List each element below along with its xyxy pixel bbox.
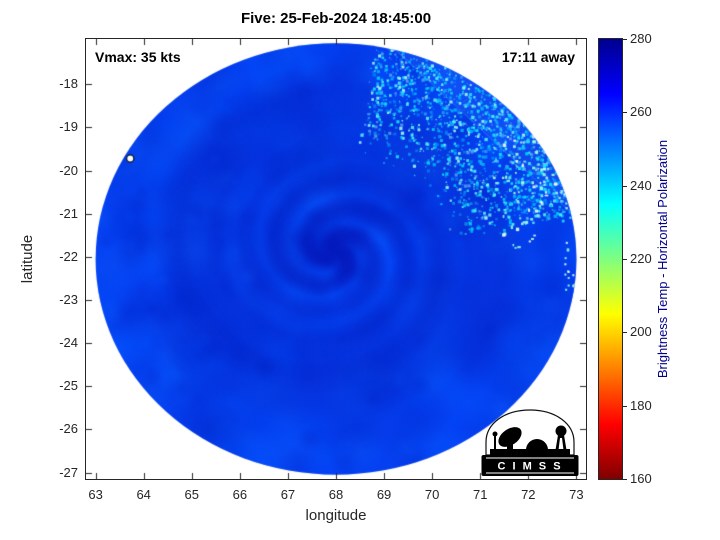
colorbar-tick-label: 180: [630, 397, 652, 413]
colorbar-tick-label: 160: [630, 471, 652, 486]
vmax-annotation: Vmax: 35 kts: [95, 49, 181, 65]
y-tick-label: -24: [59, 335, 78, 351]
colorbar-tick-mark: [623, 479, 627, 480]
y-axis-label: latitude: [19, 234, 36, 284]
logo-divider-top: [486, 457, 574, 459]
x-tick-label: 73: [569, 487, 584, 502]
observatory-silhouette-icon: [490, 425, 570, 455]
colorbar: [598, 38, 623, 480]
logo-divider-bottom: [486, 472, 574, 474]
x-tick-label: 65: [184, 487, 199, 502]
logo-text-bar: [481, 455, 579, 476]
x-tick-label: 63: [88, 487, 103, 502]
logo-text: C I M S S: [497, 461, 562, 473]
y-tick-label: -21: [59, 205, 78, 221]
colorbar-tick-mark: [623, 259, 627, 260]
y-tick-label: -25: [59, 378, 78, 394]
y-tick-label: -18: [59, 76, 78, 92]
y-tick-label: -23: [59, 291, 78, 307]
y-tick-label: -26: [59, 421, 78, 437]
plot-area: Vmax: 35 kts 17:11 away C I M S S: [85, 38, 587, 480]
x-axis-label: longitude: [305, 507, 367, 524]
x-tick-label: 67: [280, 487, 296, 502]
colorbar-tick-mark: [623, 112, 627, 113]
x-tick-label: 64: [136, 487, 151, 502]
colorbar-tick-label: 260: [630, 104, 652, 120]
x-tick-label: 70: [424, 487, 440, 502]
eta-annotation: 17:11 away: [501, 49, 575, 65]
x-tick-label: 66: [232, 487, 248, 502]
colorbar-tick-mark: [623, 332, 627, 333]
colorbar-tick-mark: [623, 186, 627, 187]
chart-title: Five: 25-Feb-2024 18:45:00: [240, 10, 432, 27]
colorbar-tick-label: 200: [630, 324, 652, 340]
colorbar-gradient: [599, 39, 622, 479]
cimss-logo: C I M S S: [481, 409, 579, 476]
colorbar-tick-mark: [623, 39, 627, 40]
x-tick-label: 72: [521, 487, 536, 502]
y-tick-label: -20: [59, 162, 78, 178]
colorbar-tick-label: 220: [630, 251, 652, 266]
x-tick-label: 69: [376, 487, 392, 502]
colorbar-tick-mark: [623, 406, 627, 407]
colorbar-tick-label: 280: [630, 31, 652, 46]
y-tick-label: -22: [59, 248, 78, 264]
y-tick-label: -19: [59, 119, 78, 135]
x-tick-label: 71: [472, 487, 488, 502]
colorbar-tick-label: 240: [630, 177, 652, 193]
y-tick-label: -27: [59, 464, 78, 480]
x-tick-label: 68: [328, 487, 344, 502]
storm-heatmap-canvas: [86, 39, 586, 479]
